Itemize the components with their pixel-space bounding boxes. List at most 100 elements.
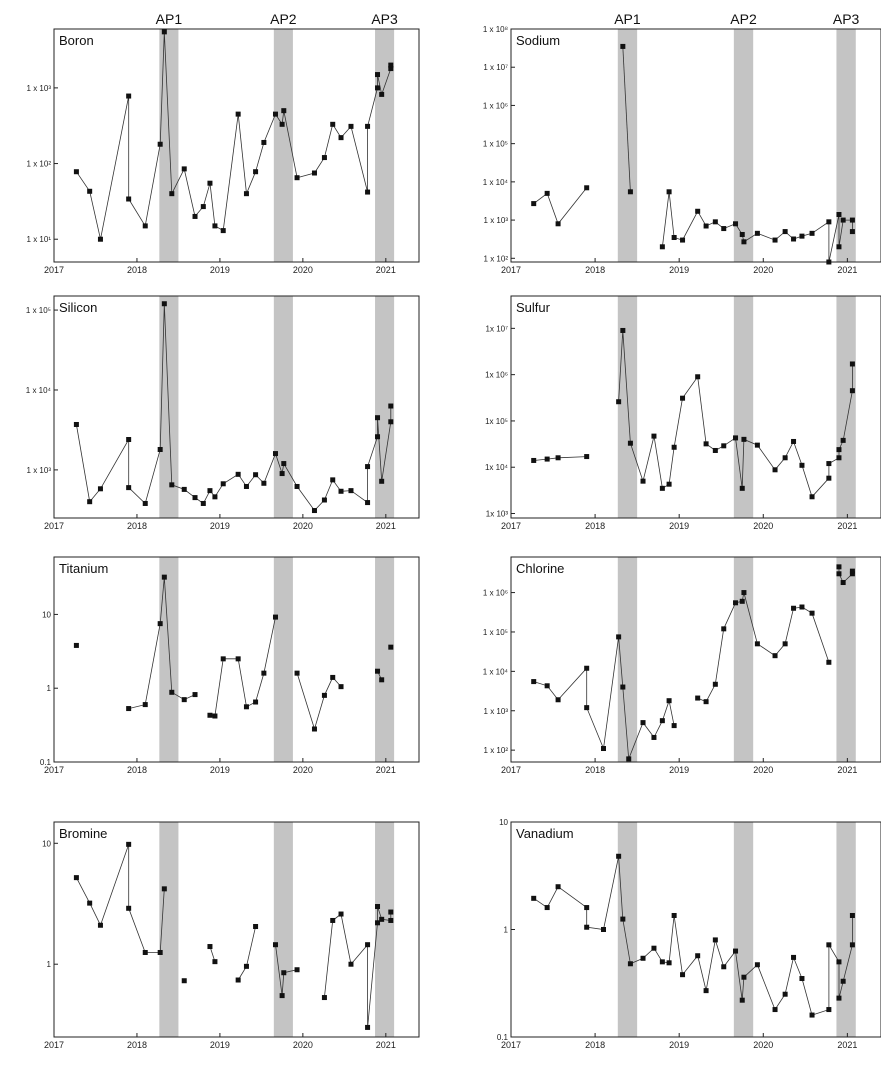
x-tick-label: 2019 [669, 1040, 689, 1050]
data-point [809, 230, 815, 236]
data-point [212, 959, 218, 965]
y-tick-label: 1 x 10⁴ [483, 178, 509, 187]
data-point [253, 924, 259, 930]
data-point [799, 462, 805, 468]
data-point [365, 189, 371, 195]
data-point [388, 909, 394, 915]
data-point [87, 499, 93, 505]
y-tick-label: 1x 10³ [486, 510, 509, 519]
panel-title: Vanadium [516, 826, 574, 841]
data-point [671, 723, 677, 729]
data-point [200, 500, 206, 506]
data-point [739, 598, 745, 604]
x-tick-label: 2018 [585, 765, 605, 775]
series-line [296, 672, 342, 731]
data-point [695, 953, 701, 959]
y-tick-label: 1 x 10⁴ [483, 667, 509, 676]
data-point [601, 746, 606, 752]
y-tick-label: 1 x 10⁵ [483, 140, 508, 149]
plot-frame [510, 28, 881, 263]
data-point [294, 967, 300, 973]
data-point [627, 961, 633, 967]
data-point [330, 917, 336, 923]
data-point [836, 244, 842, 250]
y-tick-label: 1x 10⁶ [485, 371, 508, 380]
data-point [261, 139, 267, 145]
data-point [261, 670, 267, 676]
data-point [772, 237, 778, 243]
data-point [703, 988, 709, 994]
data-point [584, 665, 590, 671]
data-point [235, 977, 241, 983]
data-point [126, 706, 132, 712]
plot-frame [53, 295, 420, 519]
data-point [73, 875, 79, 881]
series-line [622, 46, 631, 192]
data-point [531, 895, 537, 901]
chart-panel-silicon: 1 x 10³ 1 x 10⁴ 1 x 10⁵ 2017 2018 2019 2020 202… [26, 295, 420, 531]
y-tick-label: 1 x 10³ [484, 707, 509, 716]
x-tick-label: 2019 [669, 521, 689, 531]
ap-band-ap2 [733, 822, 754, 1037]
data-point [272, 942, 278, 948]
data-point [379, 478, 385, 484]
data-point [695, 208, 701, 214]
x-tick-label: 2018 [585, 521, 605, 531]
ap-band-ap1 [159, 822, 179, 1037]
chart-panel-sulfur: 1x 10³ 1x 10⁴ 1x 10⁵ 1x 10⁶ 1x 10⁷ 2017 2018 20… [485, 295, 881, 531]
y-tick-label: 1 x 10² [27, 160, 52, 169]
data-point [640, 720, 646, 726]
data-point [659, 485, 665, 491]
data-point [142, 949, 148, 955]
data-point [279, 121, 285, 127]
data-point [791, 236, 797, 242]
chart-panel-boron: 1 x 10¹ 1 x 10² 1 x 10³ 2017 2018 2019 2020 202… [27, 28, 420, 275]
x-tick-label: 2020 [293, 765, 313, 775]
data-point [348, 961, 354, 967]
data-point [555, 455, 561, 461]
data-point [544, 456, 550, 462]
data-point [616, 853, 622, 859]
series-line [237, 926, 256, 981]
x-tick-label: 2019 [210, 1040, 230, 1050]
plot-frame [53, 556, 420, 763]
data-point [338, 488, 344, 494]
plot-frame [53, 28, 420, 263]
data-point [321, 692, 327, 698]
data-point [253, 169, 259, 175]
y-tick-label: 1 x 10⁷ [483, 63, 508, 72]
ap-band-ap1 [159, 29, 179, 262]
data-point [338, 135, 344, 141]
data-point [379, 677, 385, 683]
x-tick-label: 2019 [669, 265, 689, 275]
data-point [555, 884, 561, 890]
panel-title: Sodium [516, 33, 560, 48]
x-tick-label: 2019 [210, 265, 230, 275]
data-point [161, 886, 167, 892]
data-point [836, 455, 842, 461]
data-point [739, 485, 745, 491]
x-tick-label: 2020 [753, 765, 773, 775]
y-tick-label: 1x 10⁴ [485, 463, 509, 472]
data-point [772, 1007, 778, 1013]
ap-band-ap3 [375, 557, 395, 762]
data-point [220, 228, 226, 234]
data-point [531, 457, 537, 463]
data-point [666, 189, 672, 195]
data-point [379, 916, 385, 922]
x-tick-label: 2018 [127, 765, 147, 775]
data-point [721, 443, 727, 449]
data-point [388, 403, 394, 409]
chart-panel-titanium: 0.1 1 10 2017 2018 2019 2020 2021 Titanium [40, 556, 420, 775]
x-tick-label: 2020 [753, 1040, 773, 1050]
data-point [836, 211, 842, 217]
data-point [640, 478, 646, 484]
x-tick-label: 2017 [501, 521, 521, 531]
x-tick-label: 2017 [44, 521, 64, 531]
data-point [294, 175, 300, 181]
series-line [76, 844, 165, 953]
series-line [209, 617, 276, 717]
data-point [616, 399, 622, 405]
data-point [840, 978, 846, 984]
